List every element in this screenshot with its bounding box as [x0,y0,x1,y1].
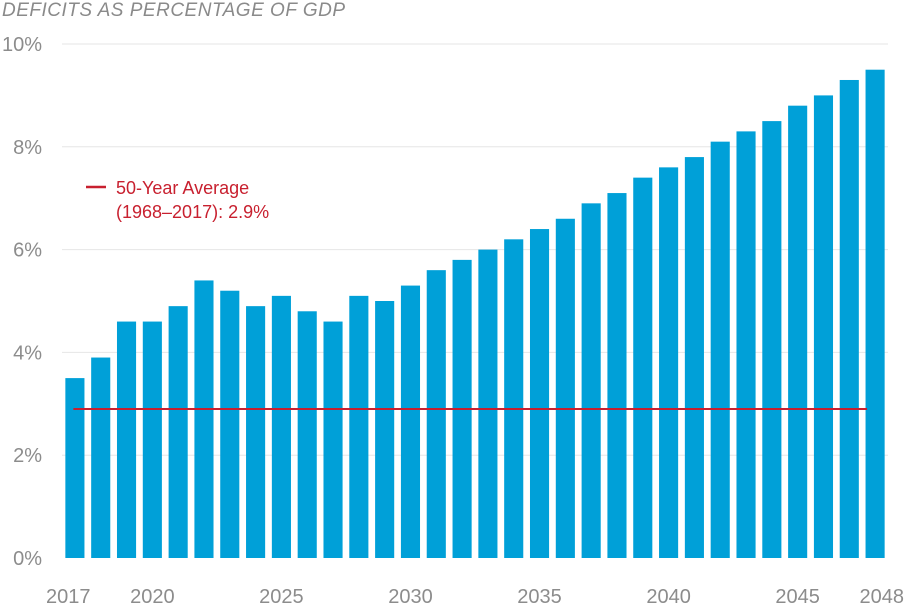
legend-label-line1: 50-Year Average [116,178,249,198]
bar-2038 [607,193,627,558]
bar-2023 [220,290,240,558]
bar-2020 [142,321,162,558]
y-tick-labels: 0% 2% 4% 6% 8% 10% [2,34,42,570]
bars [65,69,885,559]
bar-2025 [271,295,291,558]
y-tick-label-0pct: 0% [13,548,42,570]
x-tick-label-2045: 2045 [775,586,820,608]
x-tick-label-2030: 2030 [388,586,433,608]
bar-2041 [684,157,704,558]
bar-2022 [194,280,214,558]
bar-2030 [400,285,421,558]
legend: 50-Year Average (1968–2017): 2.9% [86,178,269,222]
x-tick-label-2020: 2020 [130,586,175,608]
bar-2046 [813,95,834,559]
bar-2048 [865,69,885,558]
bar-2034 [504,239,524,558]
x-tick-label-2017: 2017 [46,586,91,608]
bar-2037 [581,203,601,558]
y-tick-label-6pct: 6% [13,240,42,262]
bar-2021 [168,306,188,558]
bar-2033 [478,249,498,558]
x-tick-labels: 2017 2020 2025 2030 2035 2040 2045 2048 [46,586,904,608]
x-tick-label-2025: 2025 [259,586,304,608]
bar-2026 [297,311,317,558]
bar-2044 [762,121,782,558]
bar-2036 [555,218,575,558]
bar-2029 [375,301,395,558]
y-tick-label-10pct: 10% [2,34,42,56]
bar-2017 [65,378,85,558]
x-tick-label-2048: 2048 [860,586,905,608]
chart-title: DEFICITS AS PERCENTAGE OF GDP [2,0,346,21]
bar-2040 [659,167,679,559]
bar-2018 [91,357,111,558]
y-tick-label-2pct: 2% [13,445,42,467]
bar-2042 [710,141,730,558]
bar-2031 [426,270,446,558]
bar-2039 [633,177,653,558]
x-tick-label-2035: 2035 [517,586,562,608]
y-tick-label-4pct: 4% [13,342,42,364]
legend-label-line2: (1968–2017): 2.9% [116,202,269,222]
bar-2027 [323,321,343,558]
bar-2047 [839,79,859,558]
bar-2019 [116,321,137,558]
bar-2024 [246,306,266,558]
bar-2045 [788,105,808,559]
bar-2028 [349,295,369,558]
bar-2035 [529,229,550,559]
bar-2043 [736,131,756,558]
y-tick-label-8pct: 8% [13,137,42,159]
x-tick-label-2040: 2040 [646,586,691,608]
